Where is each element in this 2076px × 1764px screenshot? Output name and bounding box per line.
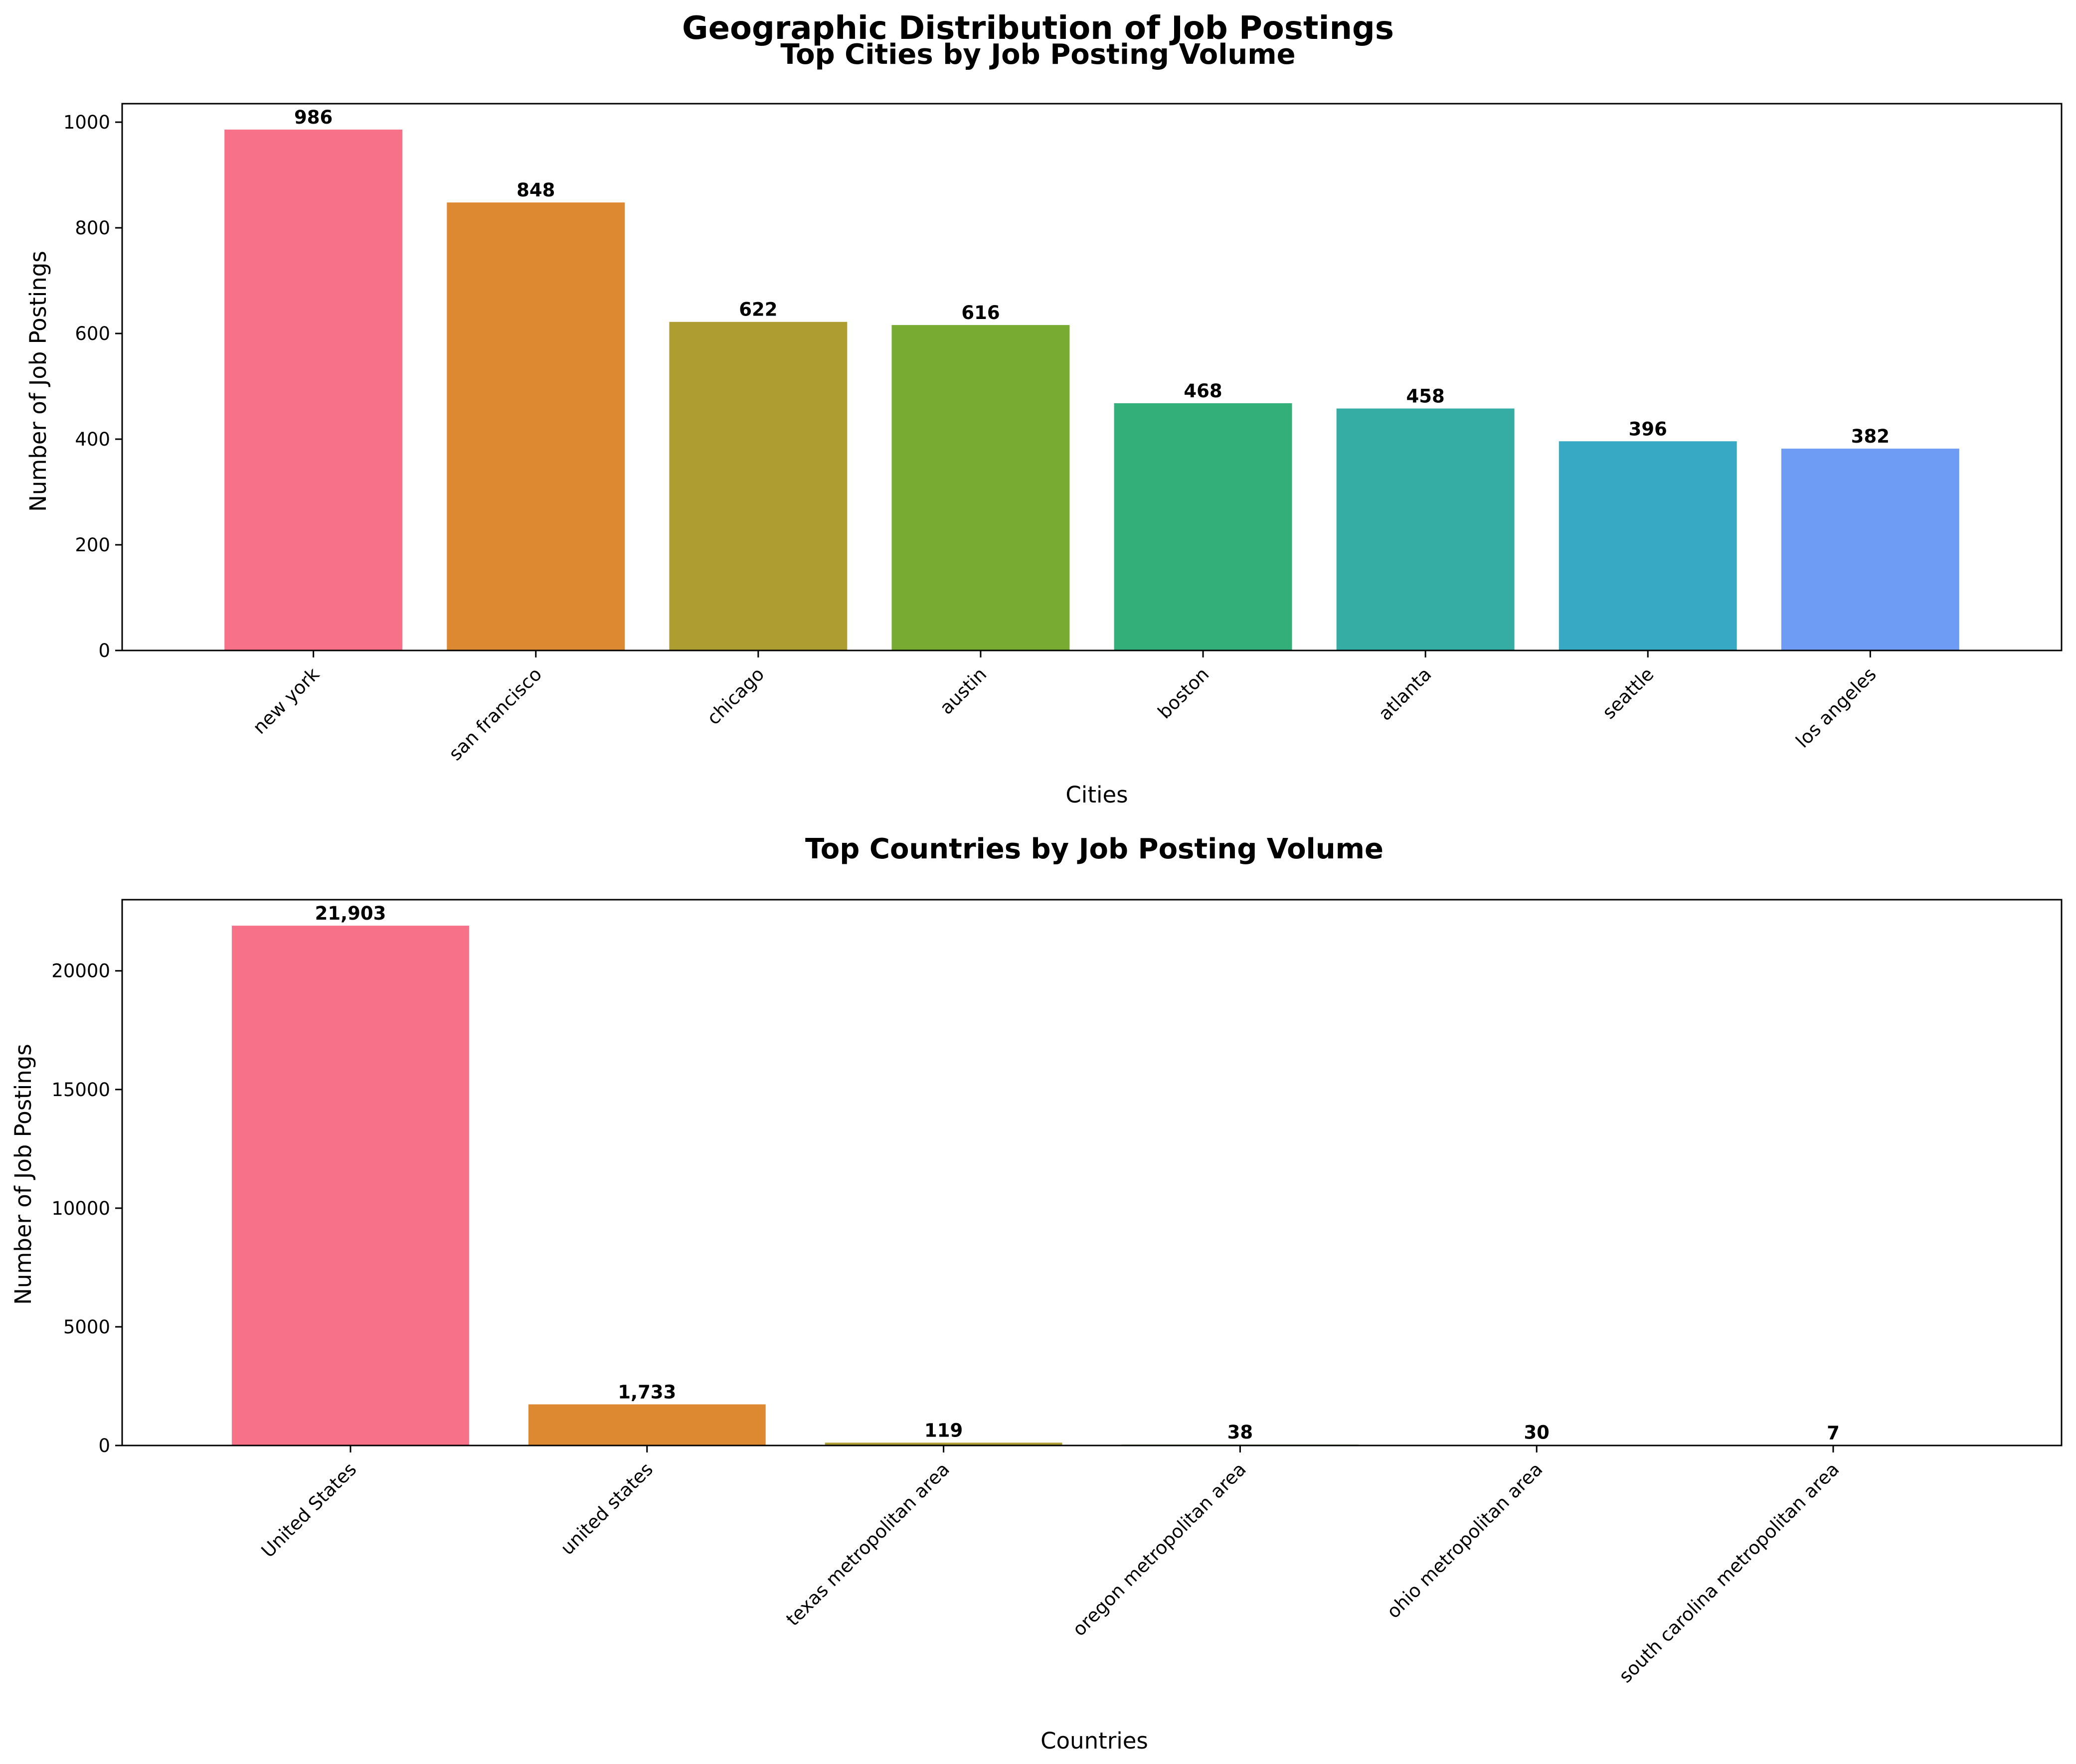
city-bar-value-label: 616 bbox=[961, 302, 1000, 323]
city-bar-value-label: 396 bbox=[1629, 418, 1667, 440]
city-bar-value-label: 382 bbox=[1851, 426, 1890, 447]
country-y-tick-label: 10000 bbox=[51, 1198, 110, 1219]
cities-x-axis-label: Cities bbox=[1065, 782, 1128, 808]
city-bar-value-label: 848 bbox=[517, 179, 555, 201]
country-bar-value-label: 1,733 bbox=[618, 1381, 676, 1403]
city-x-tick-label: atlanta bbox=[1375, 663, 1436, 725]
country-x-tick-label: ohio metropolitan area bbox=[1383, 1458, 1547, 1622]
city-bar-atlanta bbox=[1337, 409, 1515, 650]
city-bar-seattle bbox=[1559, 441, 1737, 650]
cities-chart: Top Cities by Job Posting Volume 986 848 6… bbox=[25, 38, 2062, 808]
city-bar-boston bbox=[1114, 403, 1292, 650]
city-y-tick-label: 800 bbox=[75, 217, 110, 239]
cities-plot-frame bbox=[122, 104, 2062, 650]
city-y-tick-label: 1000 bbox=[63, 112, 110, 133]
countries-x-ticks: United States united states texas metropol… bbox=[257, 1445, 1844, 1687]
city-bar-value-label: 458 bbox=[1406, 386, 1445, 407]
country-y-tick-label: 20000 bbox=[51, 961, 110, 982]
countries-chart-title: Top Countries by Job Posting Volume bbox=[805, 833, 1384, 865]
city-x-tick-label: austin bbox=[936, 663, 991, 719]
countries-y-axis-label: Number of Job Postings bbox=[10, 1044, 36, 1305]
cities-y-axis-label: Number of Job Postings bbox=[25, 251, 51, 512]
country-y-tick-label: 15000 bbox=[51, 1079, 110, 1101]
city-x-tick-label: los angeles bbox=[1792, 663, 1881, 752]
countries-y-ticks: 0 5000 10000 15000 20000 bbox=[51, 961, 122, 1456]
country-bar-value-label: 30 bbox=[1524, 1422, 1550, 1443]
city-y-tick-label: 0 bbox=[98, 640, 110, 661]
country-y-tick-label: 5000 bbox=[63, 1316, 110, 1338]
city-bar-san-francisco bbox=[447, 202, 625, 650]
country-bar-value-label: 7 bbox=[1827, 1423, 1840, 1444]
city-y-tick-label: 600 bbox=[75, 323, 110, 344]
city-bar-chicago bbox=[669, 322, 847, 650]
city-x-tick-label: chicago bbox=[703, 663, 769, 729]
country-x-tick-label: oregon metropolitan area bbox=[1068, 1458, 1250, 1640]
city-bar-los-angeles bbox=[1781, 449, 1959, 650]
cities-x-ticks: new york san francisco chicago austin boston… bbox=[249, 650, 1881, 765]
countries-chart: Top Countries by Job Posting Volume 21,9… bbox=[10, 833, 2062, 1754]
city-y-tick-label: 400 bbox=[75, 429, 110, 450]
cities-y-ticks: 0 200 400 600 800 1000 bbox=[63, 112, 122, 661]
countries-bars bbox=[232, 926, 1952, 1445]
city-y-tick-label: 200 bbox=[75, 534, 110, 556]
city-x-tick-label: boston bbox=[1154, 663, 1213, 723]
country-bar-united-states bbox=[232, 926, 469, 1445]
country-bar-value-label: 21,903 bbox=[315, 903, 386, 924]
city-bar-austin bbox=[892, 325, 1070, 650]
country-x-tick-label: United States bbox=[257, 1458, 361, 1562]
country-bar-united-states bbox=[528, 1404, 766, 1445]
city-x-tick-label: new york bbox=[249, 663, 324, 739]
cities-chart-title: Top Cities by Job Posting Volume bbox=[780, 38, 1295, 71]
cities-bars bbox=[224, 130, 1959, 650]
country-x-tick-label: united states bbox=[556, 1458, 657, 1559]
city-x-tick-label: san francisco bbox=[445, 663, 546, 765]
country-y-tick-label: 0 bbox=[98, 1435, 110, 1456]
countries-x-axis-label: Countries bbox=[1040, 1728, 1148, 1754]
country-bar-value-label: 38 bbox=[1227, 1422, 1253, 1443]
country-bar-value-label: 119 bbox=[924, 1420, 963, 1441]
city-bar-value-label: 468 bbox=[1184, 380, 1222, 402]
countries-value-labels: 21,903 1,733 119 38 30 7 bbox=[315, 903, 1840, 1444]
country-x-tick-label: south carolina metropolitan area bbox=[1615, 1458, 1844, 1687]
country-x-tick-label: texas metropolitan area bbox=[782, 1458, 953, 1630]
city-x-tick-label: seattle bbox=[1598, 663, 1658, 723]
city-bar-value-label: 622 bbox=[739, 299, 777, 321]
city-bar-value-label: 986 bbox=[294, 107, 333, 128]
city-bar-new-york bbox=[224, 130, 402, 650]
